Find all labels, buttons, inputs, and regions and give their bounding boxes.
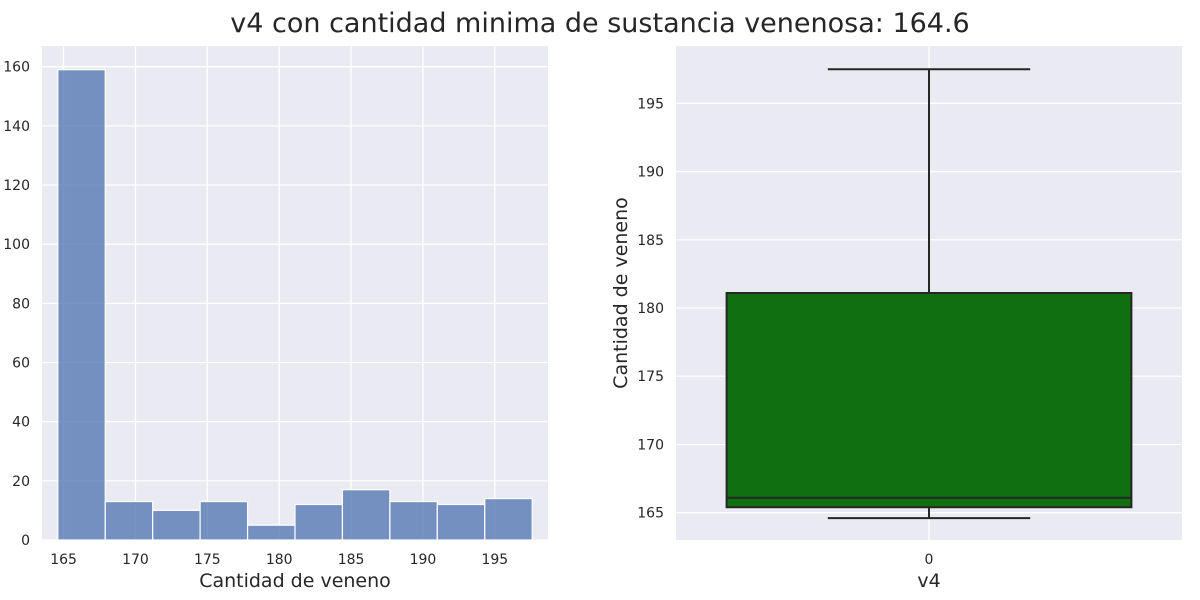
histogram-bar <box>104 500 154 541</box>
boxplot-y-tick-label: 195 <box>637 96 664 112</box>
histogram-bar <box>484 497 533 541</box>
histogram-bar <box>57 69 106 541</box>
boxplot-y-tick-label: 175 <box>637 369 664 385</box>
boxplot-y-tick-label: 190 <box>637 165 664 181</box>
histogram-bar <box>152 509 201 541</box>
histogram-bar <box>341 489 391 541</box>
histogram-x-axis-label: Cantidad de veneno <box>199 570 391 592</box>
boxplot-y-axis-label: Cantidad de veneno <box>610 197 632 389</box>
boxplot-y-tick-label: 185 <box>637 233 664 249</box>
histogram-bars <box>57 69 533 541</box>
histogram-bar <box>436 503 486 541</box>
histogram-x-tick-label: 195 <box>481 552 508 568</box>
histogram-y-tick-label: 40 <box>12 415 30 431</box>
histogram-y-tick-label: 100 <box>3 237 30 253</box>
boxplot-box <box>725 292 1133 509</box>
histogram-x-tick-label: 165 <box>50 552 77 568</box>
histogram-bar <box>389 500 438 541</box>
histogram-y-tick-label: 80 <box>12 296 30 312</box>
histogram-bar <box>294 503 344 541</box>
histogram-y-tick-label: 140 <box>3 119 30 135</box>
histogram-y-tick-label: 120 <box>3 178 30 194</box>
histogram-y-tick-label: 20 <box>12 474 30 490</box>
histogram-x-tick-label: 185 <box>338 552 365 568</box>
boxplot-x-ticks: 0 <box>925 552 934 568</box>
boxplot-x-tick-label: 0 <box>925 552 934 568</box>
boxplot-y-ticks: 165 170 175 180 185 190 195 <box>637 96 664 521</box>
histogram-bar <box>199 500 249 541</box>
boxplot-marks <box>725 68 1133 520</box>
histogram-x-tick-label: 180 <box>266 552 293 568</box>
histogram-x-ticks: 165 170 175 180 185 190 195 <box>50 552 508 568</box>
histogram-chart: 165 170 175 180 185 190 195 0 20 40 60 80 100 120 140… <box>3 46 548 592</box>
boxplot-y-tick-label: 165 <box>637 506 664 522</box>
histogram-x-tick-label: 175 <box>194 552 221 568</box>
histogram-x-tick-label: 170 <box>122 552 149 568</box>
histogram-plot-area <box>42 46 548 540</box>
boxplot-y-tick-label: 180 <box>637 301 664 317</box>
histogram-y-tick-label: 160 <box>3 60 30 76</box>
histogram-y-ticks: 0 20 40 60 80 100 120 140 160 <box>3 60 30 549</box>
histogram-y-tick-label: 0 <box>21 533 30 549</box>
boxplot-x-axis-label: v4 <box>917 570 940 592</box>
boxplot-y-tick-label: 170 <box>637 437 664 453</box>
boxplot-chart: 165 170 175 180 185 190 195 0 Cantidad de vene… <box>610 46 1182 592</box>
histogram-bar <box>246 524 296 541</box>
figure-title: v4 con cantidad minima de sustancia vene… <box>230 8 969 39</box>
histogram-x-tick-label: 190 <box>410 552 437 568</box>
histogram-gridlines <box>42 46 548 541</box>
histogram-y-tick-label: 60 <box>12 356 30 372</box>
